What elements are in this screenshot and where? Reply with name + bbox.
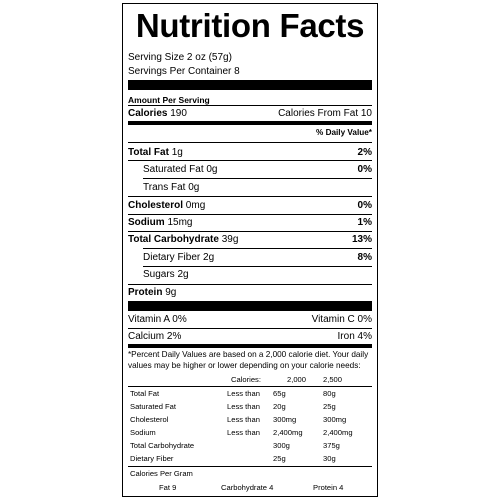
calories-per-gram-protein: Protein 4 [313,483,344,492]
dv-table-row-name: Sodium [130,428,156,437]
dv-table-row-cmp: Less than [227,389,260,398]
calories-value: 190 [170,108,187,119]
nutrient-name: Sodium [128,217,165,228]
nutrient-row-dietary-fiber: Dietary Fiber 2g 8% [143,251,372,265]
nutrient-name: Sugars [143,269,175,280]
nutrient-name: Saturated Fat [143,164,204,175]
dv-table-row-name: Saturated Fat [130,402,177,411]
dv-table-row-2500: 30g [323,454,336,463]
nutrient-row-cholesterol: Cholesterol 0mg 0% [128,199,372,213]
dv-table-row-2000: 300g [273,441,290,450]
daily-value-header-row: % Daily Value* [128,127,372,141]
divider [128,214,372,215]
nutrient-row-total-carbohydrate: Total Carbohydrate 39g 13% [128,233,372,247]
dv-table-row-2500: 80g [323,389,336,398]
dv-table-row-2500: 375g [323,441,340,450]
nutrient-dv: 8% [357,252,372,263]
nutrient-amount: 2g [177,269,189,280]
vitamin-a: Vitamin A 0% [128,314,187,325]
dv-table-row-cmp: Less than [227,415,260,424]
label-title: Nutrition Facts [135,7,365,44]
mineral-row: Calcium 2% Iron 4% [128,330,372,344]
calories-from-fat: Calories From Fat 10 [278,108,372,119]
servings-per-container: Servings Per Container 8 [128,66,240,77]
nutrient-name: Trans Fat [143,182,186,193]
dv-table-row-2000: 20g [273,402,286,411]
vitamin-c: Vitamin C 0% [311,314,372,325]
calories-row: Calories 190 Calories From Fat 10 [128,107,372,121]
nutrient-dv: 0% [357,200,372,211]
divider [128,386,372,387]
nutrient-name: Cholesterol [128,200,184,211]
divider [143,248,372,249]
calories-per-gram-fat: Fat 9 [159,483,177,492]
iron: Iron 4% [337,331,372,342]
nutrient-amount: 2g [203,252,215,263]
nutrition-facts-label: Nutrition Facts Serving Size 2 oz (57g) … [122,3,378,497]
nutrient-dv: 2% [357,147,372,158]
nutrient-amount: 15mg [167,217,193,228]
dv-table-row-2500: 25g [323,402,336,411]
dv-table-row-2000: 2,400mg [273,428,303,437]
dv-table-row-2000: 25g [273,454,286,463]
dv-table-row-name: Cholesterol [130,415,169,424]
divider [128,231,372,232]
amount-per-serving: Amount Per Serving [128,95,210,105]
nutrient-row-total-fat: Total Fat 1g 2% [128,146,372,160]
divider [128,160,372,161]
dv-table-header-2500: 2,500 [323,375,343,384]
nutrient-dv: 13% [351,234,372,245]
vitamin-row: Vitamin A 0% Vitamin C 0% [128,313,372,327]
footnote: *Percent Daily Values are based on a 2,0… [128,350,369,370]
nutrient-row-trans-fat: Trans Fat 0g [143,181,372,195]
nutrient-name: Protein [128,287,163,298]
thick-divider [128,301,372,311]
nutrient-name: Total Fat [128,147,169,158]
nutrient-amount: 0g [188,182,200,193]
calories-label: Calories [128,108,168,119]
thick-divider [128,80,372,90]
nutrient-amount: 0g [206,164,218,175]
dv-table-header-2000: 2,000 [287,375,307,384]
divider [128,328,372,329]
dv-table-row-cmp: Less than [227,428,260,437]
dv-table-row-2500: 2,400mg [323,428,353,437]
nutrient-amount: 39g [221,234,239,245]
serving-size: Serving Size 2 oz (57g) [128,52,232,63]
divider [143,266,372,267]
dv-table-row-2000: 65g [273,389,286,398]
nutrient-amount: 0mg [185,200,206,211]
divider [128,105,372,106]
medium-divider [128,344,372,348]
nutrient-row-protein: Protein 9g [128,286,372,300]
nutrient-amount: 9g [165,287,177,298]
nutrient-row-saturated-fat: Saturated Fat 0g 0% [143,163,372,177]
dv-table-row-name: Dietary Fiber [130,454,174,463]
dv-table-row-name: Total Carbohydrate [130,441,195,450]
dv-table-calories-label: Calories: [231,375,261,384]
dv-table-row-2500: 300mg [323,415,347,424]
calories-per-gram-carbohydrate: Carbohydrate 4 [221,483,274,492]
nutrient-name: Dietary Fiber [143,252,201,263]
nutrient-row-sodium: Sodium 15mg 1% [128,216,372,230]
daily-value-header: % Daily Value* [316,128,372,137]
dv-table-row-cmp: Less than [227,402,260,411]
nutrient-dv: 0% [357,164,372,175]
divider [128,142,372,143]
calories-per-gram-label: Calories Per Gram [130,469,193,478]
nutrient-dv: 1% [357,217,372,228]
nutrient-name: Total Carbohydrate [128,234,219,245]
divider [128,466,372,467]
nutrient-amount: 1g [171,147,183,158]
dv-table-row-name: Total Fat [130,389,160,398]
calcium: Calcium 2% [128,331,182,342]
dv-table-row-2000: 300mg [273,415,297,424]
nutrient-row-sugars: Sugars 2g [143,268,372,282]
medium-divider [128,121,372,125]
divider [143,178,372,179]
divider [128,196,372,197]
divider [128,284,372,285]
